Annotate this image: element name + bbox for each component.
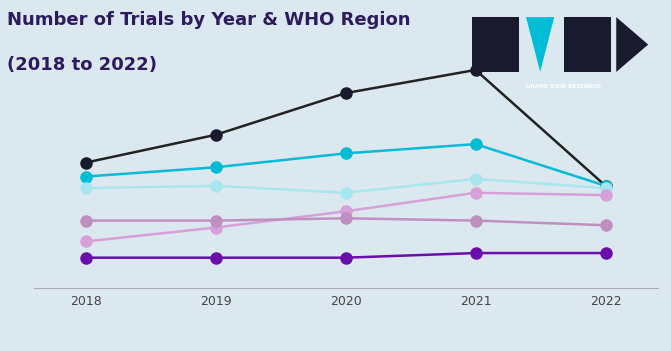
FancyBboxPatch shape: [564, 17, 611, 72]
Text: Number of Trials by Year & WHO Region: Number of Trials by Year & WHO Region: [7, 11, 410, 28]
Text: (2018 to 2022): (2018 to 2022): [7, 56, 157, 74]
Polygon shape: [616, 17, 648, 72]
Polygon shape: [526, 17, 554, 72]
FancyBboxPatch shape: [472, 17, 519, 72]
Text: GRAND VIEW RESEARCH: GRAND VIEW RESEARCH: [526, 84, 601, 89]
